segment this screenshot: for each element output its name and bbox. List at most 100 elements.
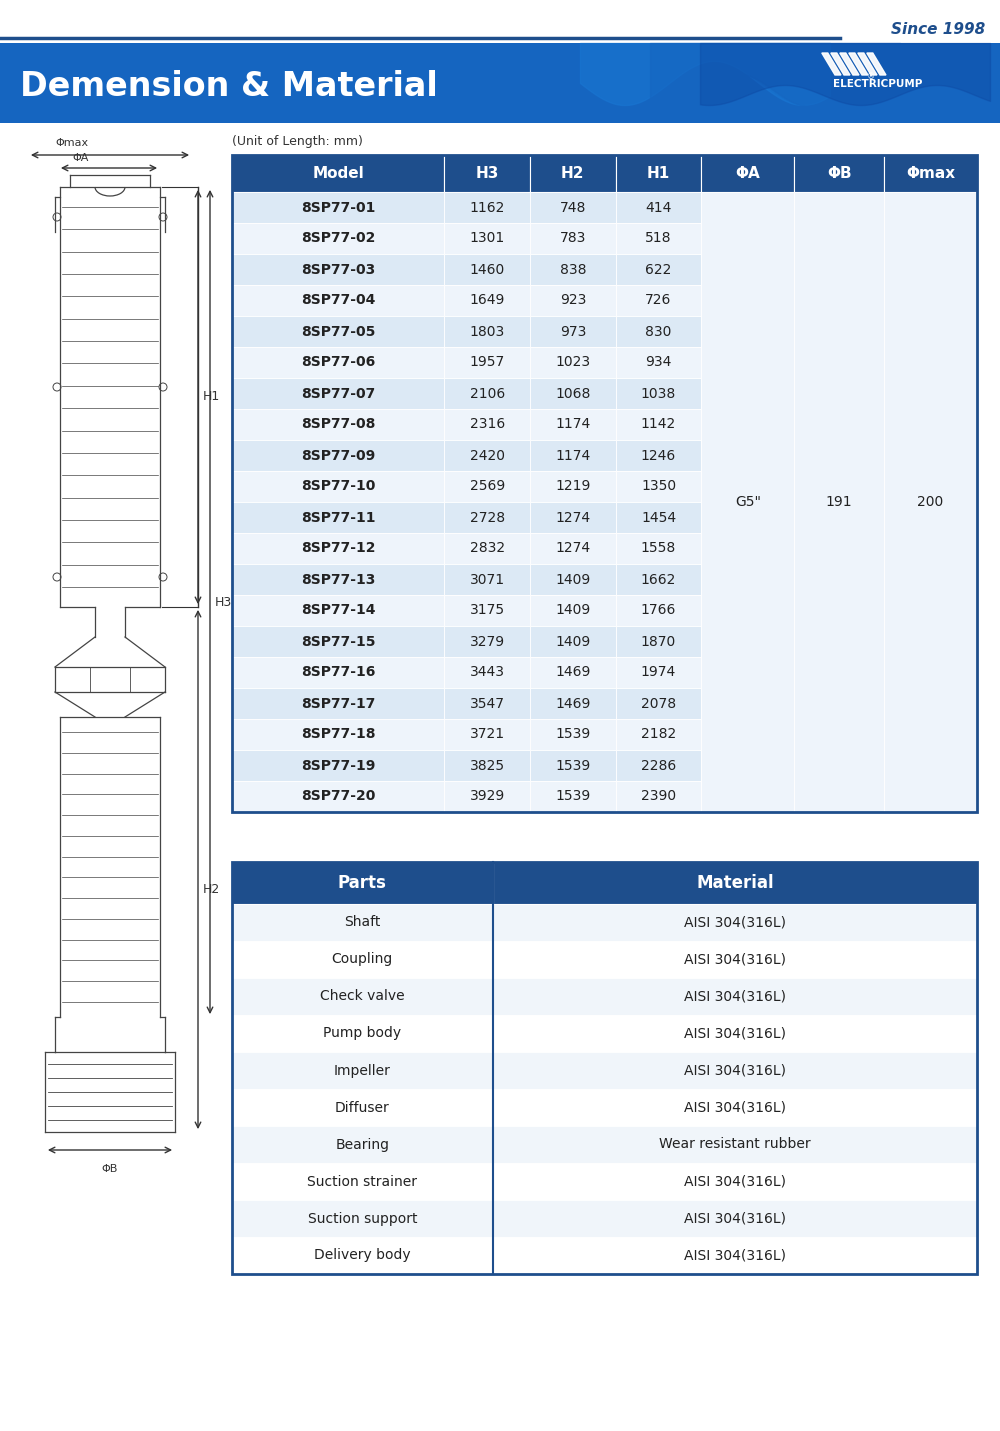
Text: 1558: 1558 xyxy=(641,541,676,555)
Text: AISI 304(316L): AISI 304(316L) xyxy=(684,953,786,966)
Text: Suction support: Suction support xyxy=(308,1212,417,1225)
FancyBboxPatch shape xyxy=(616,223,701,253)
FancyBboxPatch shape xyxy=(232,904,493,942)
FancyBboxPatch shape xyxy=(444,285,530,316)
Text: 1409: 1409 xyxy=(555,634,590,648)
Text: 8SP77-11: 8SP77-11 xyxy=(301,511,375,525)
Text: 973: 973 xyxy=(560,325,586,339)
Text: AISI 304(316L): AISI 304(316L) xyxy=(684,916,786,930)
Text: 1219: 1219 xyxy=(555,479,591,494)
Text: 923: 923 xyxy=(560,293,586,308)
FancyBboxPatch shape xyxy=(232,861,493,904)
Text: 8SP77-14: 8SP77-14 xyxy=(301,604,375,618)
FancyBboxPatch shape xyxy=(530,316,616,346)
Text: H2: H2 xyxy=(561,166,585,180)
FancyBboxPatch shape xyxy=(493,1089,977,1126)
FancyBboxPatch shape xyxy=(444,781,530,811)
Text: 3929: 3929 xyxy=(470,790,505,803)
Polygon shape xyxy=(831,53,850,74)
Text: 2569: 2569 xyxy=(470,479,505,494)
Text: 3175: 3175 xyxy=(470,604,505,618)
FancyBboxPatch shape xyxy=(444,223,530,253)
Text: 8SP77-08: 8SP77-08 xyxy=(301,418,375,432)
FancyBboxPatch shape xyxy=(232,781,444,811)
Text: 1174: 1174 xyxy=(555,448,590,462)
FancyBboxPatch shape xyxy=(616,192,701,223)
Text: G5": G5" xyxy=(735,495,761,509)
FancyBboxPatch shape xyxy=(616,346,701,378)
FancyBboxPatch shape xyxy=(530,564,616,595)
Text: Φmax: Φmax xyxy=(55,137,88,147)
FancyBboxPatch shape xyxy=(701,192,794,811)
FancyBboxPatch shape xyxy=(530,657,616,688)
Text: 1038: 1038 xyxy=(641,386,676,401)
Text: 8SP77-09: 8SP77-09 xyxy=(301,448,375,462)
Text: AISI 304(316L): AISI 304(316L) xyxy=(684,1063,786,1078)
Text: 8SP77-19: 8SP77-19 xyxy=(301,758,375,773)
FancyBboxPatch shape xyxy=(232,625,444,657)
Text: ΦB: ΦB xyxy=(102,1163,118,1173)
Text: 1539: 1539 xyxy=(555,790,590,803)
Text: Bearing: Bearing xyxy=(335,1138,389,1152)
Text: 2420: 2420 xyxy=(470,448,505,462)
Text: 1870: 1870 xyxy=(641,634,676,648)
Text: 1409: 1409 xyxy=(555,604,590,618)
Text: 8SP77-03: 8SP77-03 xyxy=(301,262,375,276)
FancyBboxPatch shape xyxy=(530,471,616,502)
FancyBboxPatch shape xyxy=(493,861,977,904)
FancyBboxPatch shape xyxy=(616,595,701,625)
FancyBboxPatch shape xyxy=(232,1089,493,1126)
FancyBboxPatch shape xyxy=(530,595,616,625)
Text: 1803: 1803 xyxy=(470,325,505,339)
Text: Delivery body: Delivery body xyxy=(314,1248,411,1262)
FancyBboxPatch shape xyxy=(530,409,616,439)
Text: 783: 783 xyxy=(560,232,586,246)
FancyBboxPatch shape xyxy=(493,1015,977,1052)
Text: 3721: 3721 xyxy=(470,727,505,741)
Text: Demension & Material: Demension & Material xyxy=(20,70,438,103)
Text: AISI 304(316L): AISI 304(316L) xyxy=(684,1212,786,1225)
FancyBboxPatch shape xyxy=(530,532,616,564)
FancyBboxPatch shape xyxy=(616,781,701,811)
FancyBboxPatch shape xyxy=(232,471,444,502)
FancyBboxPatch shape xyxy=(493,1163,977,1201)
FancyBboxPatch shape xyxy=(444,409,530,439)
Text: 200: 200 xyxy=(917,495,944,509)
FancyBboxPatch shape xyxy=(232,285,444,316)
Text: 8SP77-16: 8SP77-16 xyxy=(301,665,375,680)
FancyBboxPatch shape xyxy=(232,688,444,718)
FancyBboxPatch shape xyxy=(616,285,701,316)
FancyBboxPatch shape xyxy=(444,253,530,285)
Text: 8SP77-07: 8SP77-07 xyxy=(301,386,375,401)
FancyBboxPatch shape xyxy=(530,285,616,316)
Text: 8SP77-12: 8SP77-12 xyxy=(301,541,375,555)
FancyBboxPatch shape xyxy=(493,1126,977,1163)
FancyBboxPatch shape xyxy=(794,192,884,811)
FancyBboxPatch shape xyxy=(444,718,530,750)
Polygon shape xyxy=(840,53,859,74)
Text: 1957: 1957 xyxy=(470,355,505,369)
FancyBboxPatch shape xyxy=(444,564,530,595)
FancyBboxPatch shape xyxy=(616,502,701,532)
FancyBboxPatch shape xyxy=(232,253,444,285)
Text: Impeller: Impeller xyxy=(334,1063,391,1078)
FancyBboxPatch shape xyxy=(701,155,794,192)
FancyBboxPatch shape xyxy=(493,904,977,942)
Text: 3443: 3443 xyxy=(470,665,505,680)
FancyBboxPatch shape xyxy=(232,1201,493,1236)
FancyBboxPatch shape xyxy=(0,43,1000,123)
Text: 2728: 2728 xyxy=(470,511,505,525)
FancyBboxPatch shape xyxy=(444,378,530,409)
FancyBboxPatch shape xyxy=(616,532,701,564)
Text: ΦA: ΦA xyxy=(736,166,760,180)
FancyBboxPatch shape xyxy=(444,155,530,192)
FancyBboxPatch shape xyxy=(232,155,444,192)
Text: 3071: 3071 xyxy=(470,572,505,587)
FancyBboxPatch shape xyxy=(444,502,530,532)
FancyBboxPatch shape xyxy=(232,564,444,595)
Text: 1023: 1023 xyxy=(555,355,590,369)
FancyBboxPatch shape xyxy=(530,502,616,532)
Text: 8SP77-01: 8SP77-01 xyxy=(301,200,375,215)
Text: Since 1998: Since 1998 xyxy=(891,23,985,37)
FancyBboxPatch shape xyxy=(794,155,884,192)
